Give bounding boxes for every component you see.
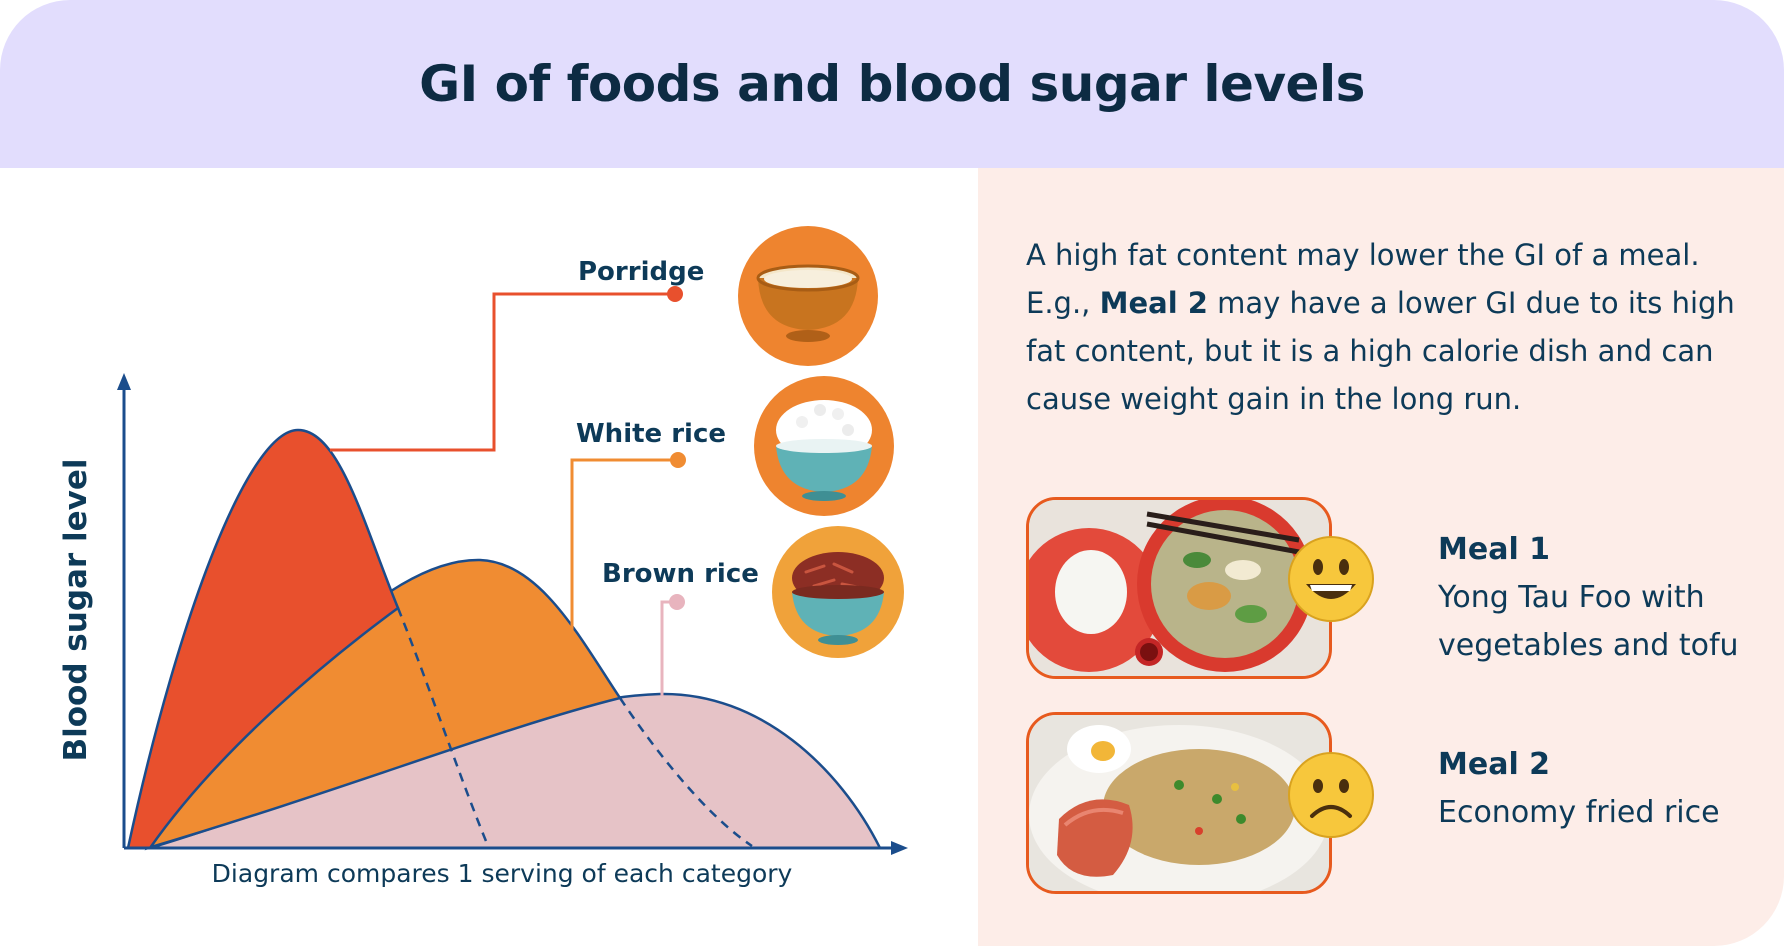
orange-bowl-porridge-icon — [738, 226, 878, 366]
meal-1-photo — [1026, 497, 1332, 679]
note-text-before: A high fat content may lower the GI of a… — [1026, 238, 1700, 320]
meal-1-illustration — [1029, 500, 1329, 676]
porridge-label: Porridge — [578, 257, 704, 287]
meal-2-desc: Economy fried rice — [1438, 795, 1720, 830]
gi-note: A high fat content may lower the GI of a… — [1026, 231, 1746, 423]
brown-rice-connector — [660, 600, 676, 696]
x-axis-arrow — [891, 841, 908, 855]
grinning-face-icon — [1288, 536, 1374, 622]
meal-2-text: Meal 2 Economy fried rice — [1438, 741, 1778, 837]
page-title: GI of foods and blood sugar levels — [419, 55, 1365, 113]
white-rice-bowl-icon — [754, 376, 894, 516]
white-rice-connector — [570, 458, 678, 632]
white-rice-marker — [670, 452, 686, 468]
meal-1-text: Meal 1 Yong Tau Foo with vegetables and … — [1438, 526, 1778, 670]
y-axis-arrow — [117, 373, 131, 390]
brown-rice-bowl-icon — [772, 526, 904, 658]
brown-rice-label: Brown rice — [602, 559, 759, 589]
meal-2-illustration — [1029, 715, 1329, 891]
header-banner: GI of foods and blood sugar levels — [0, 0, 1784, 168]
info-panel: A high fat content may lower the GI of a… — [978, 168, 1784, 946]
meal-1-name: Meal 1 — [1438, 532, 1551, 567]
porridge-marker — [667, 286, 683, 302]
porridge-curve — [126, 428, 400, 850]
diagram-panel: Porridge White rice Brown rice — [0, 168, 978, 946]
frowning-face-icon — [1288, 752, 1374, 838]
white-rice-dashed-tail — [618, 697, 753, 848]
porridge-connector — [330, 292, 675, 452]
note-bold-meal: Meal 2 — [1099, 286, 1208, 320]
y-axis-label: Blood sugar level — [58, 458, 94, 761]
diagram-caption: Diagram compares 1 serving of each categ… — [212, 859, 793, 888]
white-rice-label: White rice — [576, 419, 726, 449]
note-text-after: may have a lower GI due to its high fat … — [1026, 286, 1735, 416]
gi-diagram: Porridge White rice Brown rice — [58, 226, 908, 888]
brown-rice-marker — [669, 594, 685, 610]
meal-1-desc: Yong Tau Foo with vegetables and tofu — [1438, 580, 1739, 663]
porridge-dashed-tail — [396, 607, 490, 847]
meal-2-name: Meal 2 — [1438, 747, 1551, 782]
meal-2-photo — [1026, 712, 1332, 894]
